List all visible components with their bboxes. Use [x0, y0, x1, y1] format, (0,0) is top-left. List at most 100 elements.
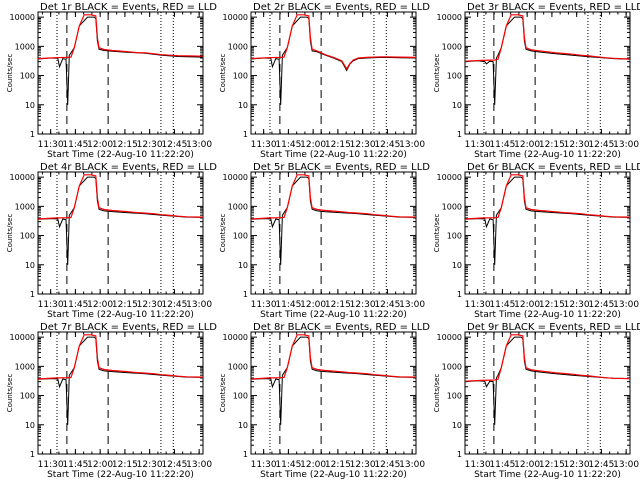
- x-tick-label: 12:15: [112, 460, 138, 470]
- y-tick-label: 10000: [437, 173, 462, 182]
- y-tick-label: 10000: [10, 13, 35, 22]
- y-tick-label: 1000: [15, 202, 35, 211]
- data-layer: [38, 334, 203, 425]
- series-line-events: [465, 176, 630, 265]
- x-tick-label: 12:45: [374, 300, 400, 310]
- plot-frame: [37, 331, 204, 455]
- plot-frame: [464, 171, 631, 295]
- panel-title: Det 1r BLACK = Events, RED = LLD: [40, 2, 217, 13]
- x-tick-label: 11:45: [489, 140, 515, 150]
- x-tick-label: 12:15: [539, 300, 565, 310]
- x-tick-label: 12:15: [325, 140, 351, 150]
- y-tick-label: 10: [238, 101, 248, 110]
- x-tick-label: 12:00: [514, 460, 540, 470]
- plot-frame: [250, 331, 417, 455]
- series-line-lld: [251, 14, 416, 70]
- x-tick-label: 12:00: [300, 140, 326, 150]
- y-tick-label: 1: [30, 450, 35, 459]
- y-tick-label: 100: [20, 392, 35, 401]
- x-tick-label: 12:45: [374, 140, 400, 150]
- x-tick-label: 13:00: [399, 460, 425, 470]
- x-tick-label: 11:45: [62, 300, 88, 310]
- y-axis: 1 10 100 1000 10000: [10, 333, 203, 459]
- x-axis-label: Start Time (22-Aug-10 11:22:20): [260, 310, 407, 320]
- y-tick-label: 1000: [15, 362, 35, 371]
- y-tick-label: 100: [233, 392, 248, 401]
- x-tick-label: 11:30: [465, 300, 491, 310]
- y-axis: 1 10 100 1000 10000: [437, 13, 630, 139]
- x-tick-label: 12:45: [161, 140, 187, 150]
- y-axis: 1 10 100 1000 10000: [437, 333, 630, 459]
- y-tick-label: 10: [452, 261, 462, 270]
- panel-title: Det 3r BLACK = Events, RED = LLD: [467, 2, 640, 13]
- x-tick-label: 13:00: [613, 140, 639, 150]
- y-tick-label: 10000: [223, 173, 248, 182]
- x-tick-label: 13:00: [399, 300, 425, 310]
- plot-frame: [250, 171, 417, 295]
- x-tick-label: 13:00: [186, 300, 212, 310]
- x-tick-label: 12:00: [87, 460, 113, 470]
- data-layer: [465, 174, 630, 265]
- x-tick-label: 11:30: [465, 460, 491, 470]
- x-axis-label: Start Time (22-Aug-10 11:22:20): [260, 150, 407, 160]
- panel-1r: Det 1r BLACK = Events, RED = LLD 1 10 100 10…: [6, 2, 217, 160]
- y-tick-label: 10000: [223, 13, 248, 22]
- y-tick-label: 10000: [10, 173, 35, 182]
- x-axis-label: Start Time (22-Aug-10 11:22:20): [474, 310, 621, 320]
- x-tick-label: 12:15: [112, 300, 138, 310]
- x-axis-label: Start Time (22-Aug-10 11:22:20): [474, 150, 621, 160]
- y-axis-label: Counts/sec: [433, 214, 441, 253]
- panel-8r: Det 8r BLACK = Events, RED = LLD 1 10 100 10…: [219, 322, 430, 480]
- data-layer: [251, 14, 416, 105]
- x-tick-label: 13:00: [186, 140, 212, 150]
- series-line-events: [465, 336, 630, 425]
- y-tick-label: 1: [457, 290, 462, 299]
- data-layer: [465, 14, 630, 105]
- x-tick-label: 12:45: [588, 140, 614, 150]
- y-tick-label: 1000: [228, 362, 248, 371]
- x-tick-label: 12:15: [325, 300, 351, 310]
- plot-frame: [464, 11, 631, 135]
- data-layer: [38, 14, 203, 105]
- x-tick-label: 11:45: [489, 300, 515, 310]
- x-tick-label: 11:30: [38, 140, 64, 150]
- x-tick-label: 12:00: [87, 300, 113, 310]
- series-line-events: [38, 336, 203, 425]
- x-tick-label: 11:30: [251, 300, 277, 310]
- x-tick-label: 12:15: [539, 460, 565, 470]
- x-tick-label: 11:30: [251, 140, 277, 150]
- x-tick-label: 12:30: [350, 300, 376, 310]
- panel-title: Det 2r BLACK = Events, RED = LLD: [253, 2, 430, 13]
- x-tick-label: 12:30: [350, 140, 376, 150]
- x-tick-label: 12:45: [161, 300, 187, 310]
- x-tick-label: 12:30: [137, 460, 163, 470]
- x-axis-label: Start Time (22-Aug-10 11:22:20): [260, 470, 407, 480]
- x-tick-label: 13:00: [613, 460, 639, 470]
- panel-title: Det 6r BLACK = Events, RED = LLD: [467, 162, 640, 173]
- y-tick-label: 1: [457, 450, 462, 459]
- data-layer: [251, 334, 416, 425]
- y-tick-label: 1000: [228, 202, 248, 211]
- panel-9r: Det 9r BLACK = Events, RED = LLD 1 10 100 10…: [433, 322, 640, 480]
- x-tick-label: 12:30: [137, 140, 163, 150]
- y-tick-label: 10: [25, 421, 35, 430]
- y-tick-label: 10: [238, 421, 248, 430]
- x-axis-label: Start Time (22-Aug-10 11:22:20): [47, 310, 194, 320]
- x-tick-label: 11:30: [38, 460, 64, 470]
- y-axis-label: Counts/sec: [6, 214, 14, 253]
- x-tick-label: 12:00: [300, 300, 326, 310]
- x-tick-label: 11:45: [62, 140, 88, 150]
- y-tick-label: 100: [447, 392, 462, 401]
- y-tick-label: 1000: [15, 42, 35, 51]
- series-line-events: [251, 16, 416, 105]
- panel-title: Det 8r BLACK = Events, RED = LLD: [253, 322, 430, 333]
- y-axis: 1 10 100 1000 10000: [223, 13, 416, 139]
- x-tick-label: 11:45: [489, 460, 515, 470]
- x-tick-label: 12:45: [161, 460, 187, 470]
- x-tick-label: 12:00: [514, 300, 540, 310]
